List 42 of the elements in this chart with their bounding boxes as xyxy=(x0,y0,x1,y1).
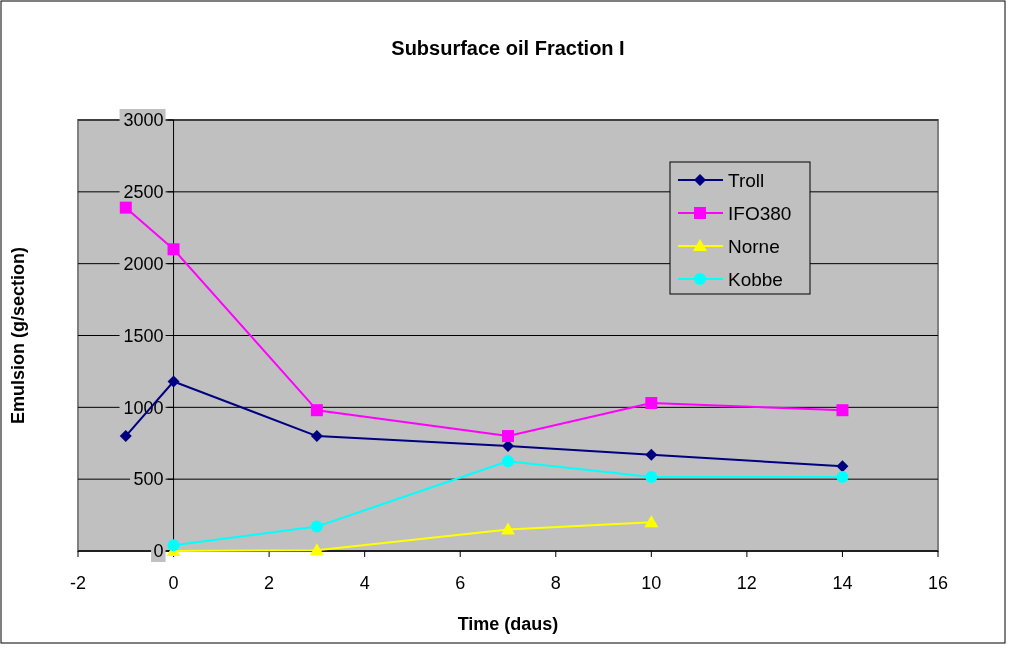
x-tick-label: 12 xyxy=(736,573,757,593)
y-tick-label: 3000 xyxy=(123,110,164,131)
point xyxy=(310,430,323,443)
x-tick-label: 4 xyxy=(359,573,370,593)
point xyxy=(644,515,659,528)
x-axis-title: Time (daus) xyxy=(457,614,559,634)
point xyxy=(167,539,180,552)
legend-label: Norne xyxy=(728,235,780,257)
x-tick-label: 14 xyxy=(832,573,853,593)
legend-label: Troll xyxy=(728,169,765,191)
x-tick-label: -2 xyxy=(69,573,87,593)
y-tick-label: 0 xyxy=(153,541,164,562)
point xyxy=(119,430,132,443)
y-tick-label: 2000 xyxy=(123,253,164,274)
point xyxy=(501,522,515,535)
chart-title: Subsurface oil Fraction I xyxy=(391,37,625,59)
x-tick-label: 8 xyxy=(550,573,561,593)
x-tick-label: 6 xyxy=(455,573,466,593)
point xyxy=(502,430,514,443)
point xyxy=(836,471,849,484)
legend-label: Kobbe xyxy=(728,268,783,290)
x-tick-label: 0 xyxy=(168,573,179,593)
x-tick-label: 10 xyxy=(641,573,662,593)
x-tick-label: 16 xyxy=(927,573,949,593)
point xyxy=(309,543,324,556)
point xyxy=(645,471,658,484)
point xyxy=(645,448,658,461)
point xyxy=(119,201,132,214)
point xyxy=(310,404,323,417)
point xyxy=(167,243,180,256)
point xyxy=(645,397,658,410)
point xyxy=(167,375,180,388)
y-tick-label: 500 xyxy=(133,469,164,490)
y-tick-label: 1500 xyxy=(123,325,164,346)
point xyxy=(310,520,323,533)
legend-label: IFO380 xyxy=(728,202,792,224)
point xyxy=(836,404,849,417)
x-tick-label: 2 xyxy=(264,573,275,593)
y-axis-title: Emulsion (g/section) xyxy=(8,246,28,425)
point xyxy=(836,460,849,473)
point xyxy=(502,455,514,468)
y-tick-label: 2500 xyxy=(123,182,164,203)
